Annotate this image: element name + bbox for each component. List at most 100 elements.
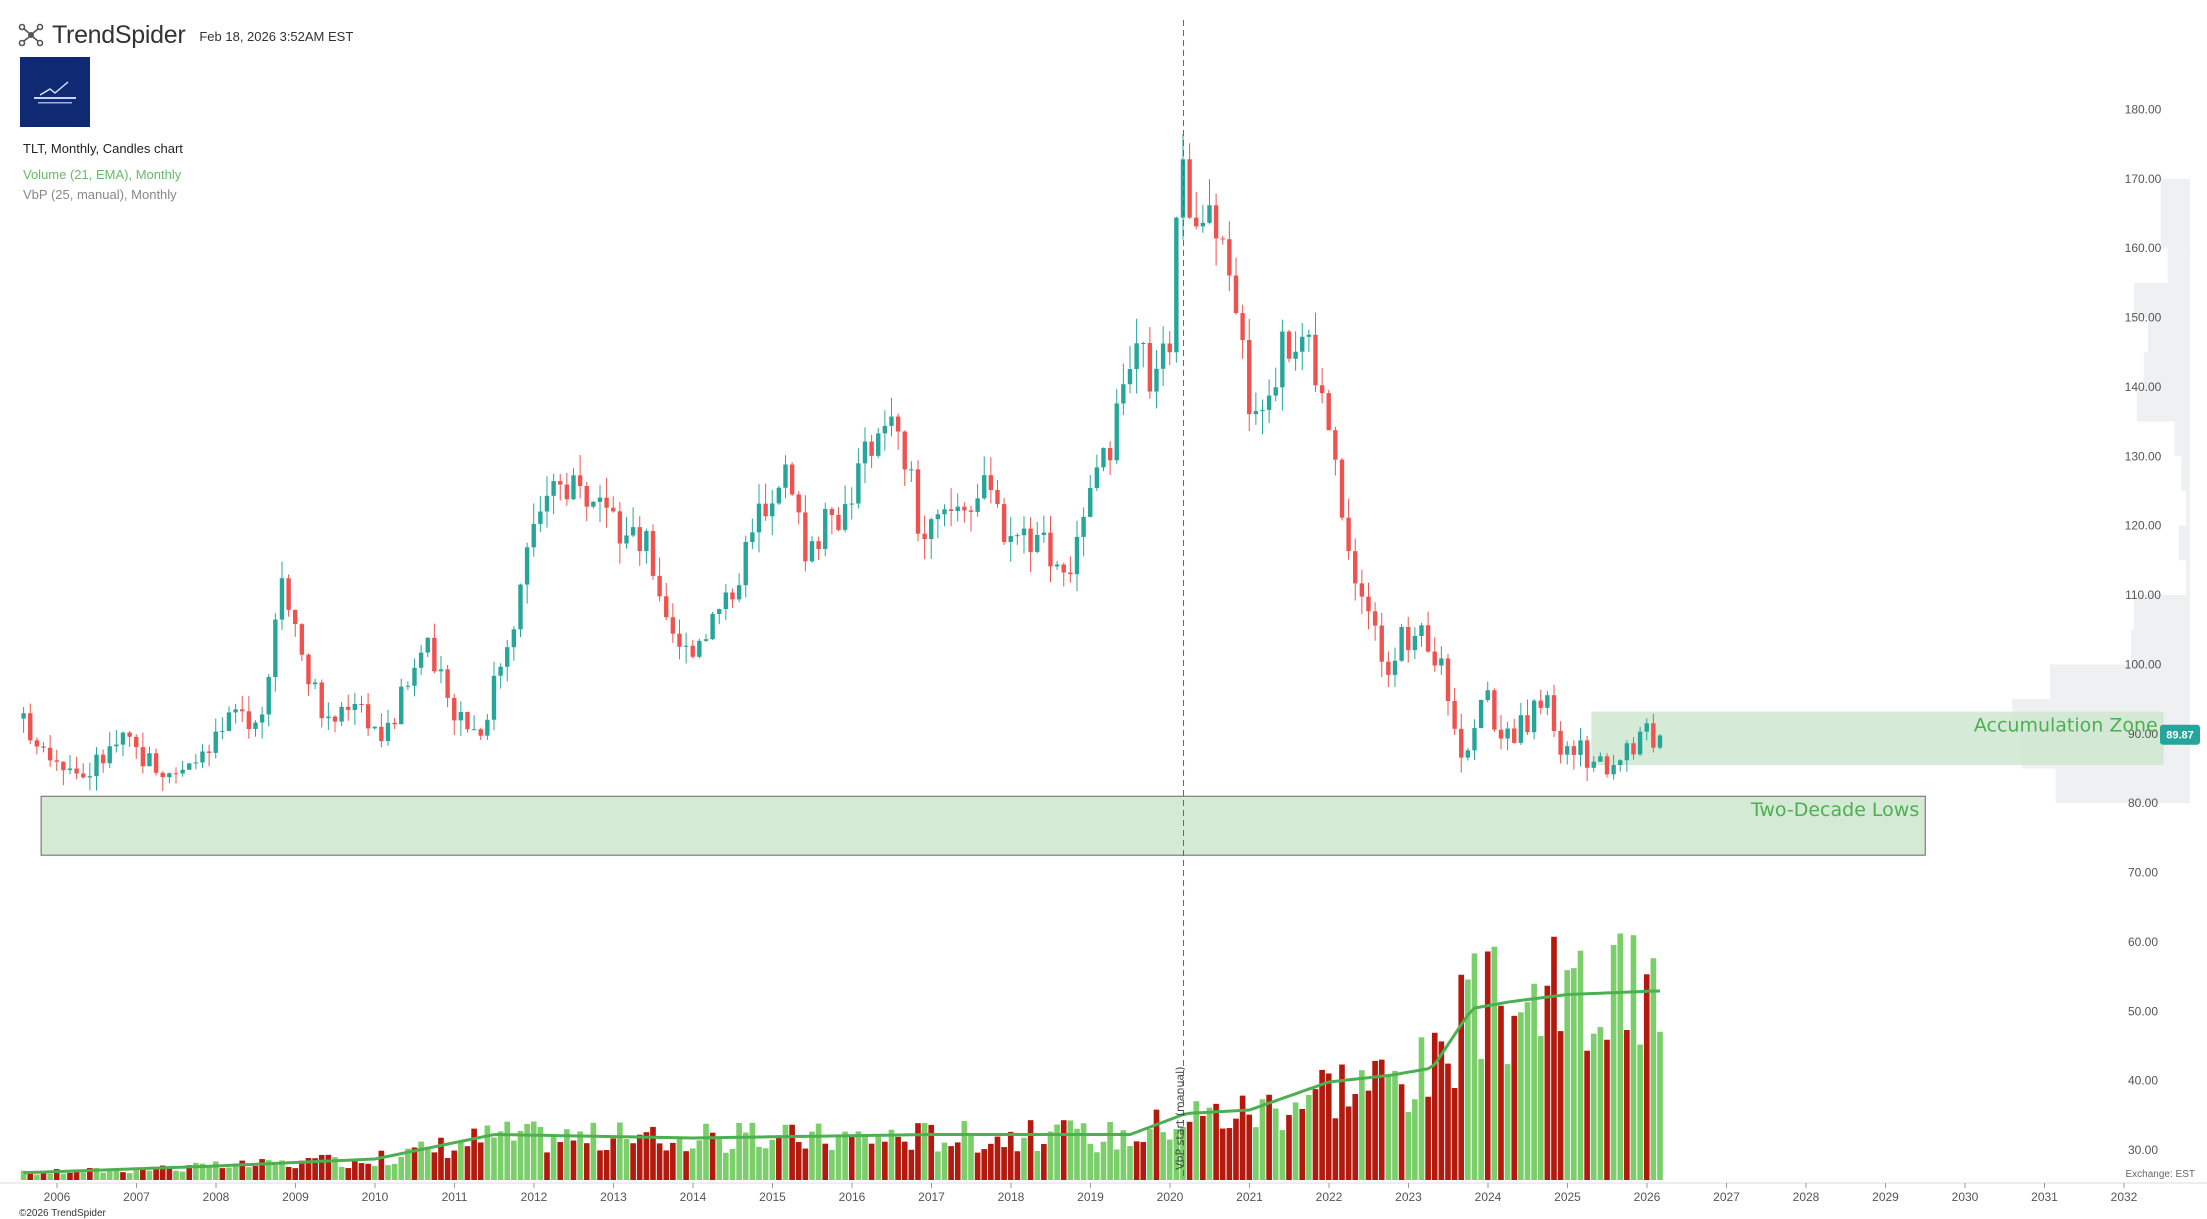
candle-body <box>253 723 257 729</box>
volume-bars <box>21 934 1663 1180</box>
candle-body <box>346 707 350 710</box>
volume-bar <box>1187 1122 1193 1180</box>
volume-bar <box>1472 953 1478 1180</box>
volume-bar <box>372 1166 378 1180</box>
candle-body <box>538 512 542 524</box>
candle-body <box>929 519 933 539</box>
candle-body <box>532 524 536 547</box>
candle-body <box>1578 740 1582 755</box>
volume-bar <box>604 1150 610 1180</box>
candle-body <box>1552 695 1556 731</box>
candle-body <box>949 509 953 511</box>
volume-bar <box>1538 1036 1544 1180</box>
candle-body <box>439 669 443 671</box>
candle-body <box>1638 732 1642 755</box>
volume-bar <box>895 1137 901 1180</box>
candle-body <box>1625 743 1629 760</box>
candle-body <box>1161 344 1165 369</box>
candle-body <box>1214 205 1218 238</box>
y-tick-label: 180.00 <box>2125 102 2162 116</box>
volume-bar <box>1637 1045 1643 1180</box>
x-tick-label: 2020 <box>1157 1190 1184 1204</box>
volume-bar <box>557 1142 563 1180</box>
volume-bar <box>975 1153 981 1180</box>
candle-body <box>1651 723 1655 747</box>
candle-body <box>273 620 277 677</box>
x-tick-label: 2023 <box>1395 1190 1422 1204</box>
candle-body <box>1346 518 1350 551</box>
x-tick-label: 2007 <box>123 1190 150 1204</box>
candle-body <box>1095 467 1099 488</box>
candle-body <box>1565 746 1569 755</box>
vbp-bar <box>2161 179 2190 214</box>
zone-label: Two-Decade Lows <box>1750 799 1919 821</box>
x-tick-label: 2017 <box>918 1190 945 1204</box>
candle-body <box>969 510 973 511</box>
candle-body <box>545 496 549 512</box>
volume-bar <box>345 1168 351 1180</box>
volume-bar <box>213 1161 219 1180</box>
candle-body <box>916 469 920 533</box>
volume-bar <box>1213 1104 1219 1180</box>
volume-bar <box>1233 1119 1239 1180</box>
volume-bar <box>127 1173 133 1180</box>
volume-bar <box>1485 951 1491 1180</box>
candle-body <box>1393 661 1397 675</box>
vbp-bar <box>2175 422 2190 457</box>
candle-body <box>154 753 158 773</box>
candle-body <box>975 498 979 512</box>
candle-body <box>1419 625 1423 636</box>
vbp-bar <box>2186 560 2190 595</box>
volume-bar <box>1617 934 1623 1180</box>
volume-bar <box>909 1150 915 1180</box>
volume-bar <box>856 1131 862 1180</box>
candle-body <box>1380 626 1384 662</box>
volume-bar <box>882 1142 888 1180</box>
volume-bar <box>1445 1064 1451 1180</box>
y-tick-label: 80.00 <box>2128 796 2158 810</box>
x-tick-label: 2015 <box>759 1190 786 1204</box>
candle-body <box>1406 627 1410 650</box>
candle-body <box>1207 205 1211 223</box>
candle-body <box>585 486 589 507</box>
volume-bar <box>1286 1115 1292 1180</box>
vbp-bar <box>2050 664 2190 699</box>
candle-body <box>1472 728 1476 750</box>
volume-bar <box>1591 1034 1597 1180</box>
volume-bar <box>1452 1088 1458 1180</box>
candle-body <box>180 770 184 774</box>
volume-bar <box>1167 1140 1173 1180</box>
volume-bar <box>948 1146 954 1180</box>
volume-bar <box>1114 1150 1120 1180</box>
volume-bar <box>750 1123 756 1180</box>
volume-bar <box>1299 1109 1305 1180</box>
candle-body <box>797 494 801 512</box>
candle-body <box>1101 448 1105 467</box>
candle-body <box>684 646 688 647</box>
candle-body <box>55 760 59 761</box>
candle-body <box>386 723 390 741</box>
candle-body <box>571 475 575 499</box>
candle-body <box>704 639 708 641</box>
candle-body <box>1154 369 1158 392</box>
x-tick-label: 2032 <box>2111 1190 2138 1204</box>
candle-body <box>1645 723 1649 731</box>
volume-bar <box>783 1125 789 1180</box>
volume-bar <box>1458 975 1464 1180</box>
volume-bar <box>1021 1138 1027 1180</box>
last-price-badge: 89.87 <box>2160 725 2200 745</box>
candle-body <box>1353 551 1357 583</box>
volume-bar <box>829 1150 835 1180</box>
candle-body <box>1148 343 1152 392</box>
volume-bar <box>1352 1094 1358 1180</box>
volume-bar <box>1511 1016 1517 1180</box>
candle-body <box>1088 488 1092 517</box>
volume-bar <box>1087 1144 1093 1180</box>
candle-body <box>1108 448 1112 460</box>
candle-body <box>1221 238 1225 239</box>
candle-body <box>876 433 880 455</box>
volume-bar <box>1081 1123 1087 1180</box>
volume-bar <box>100 1173 106 1180</box>
candle-body <box>830 509 834 515</box>
